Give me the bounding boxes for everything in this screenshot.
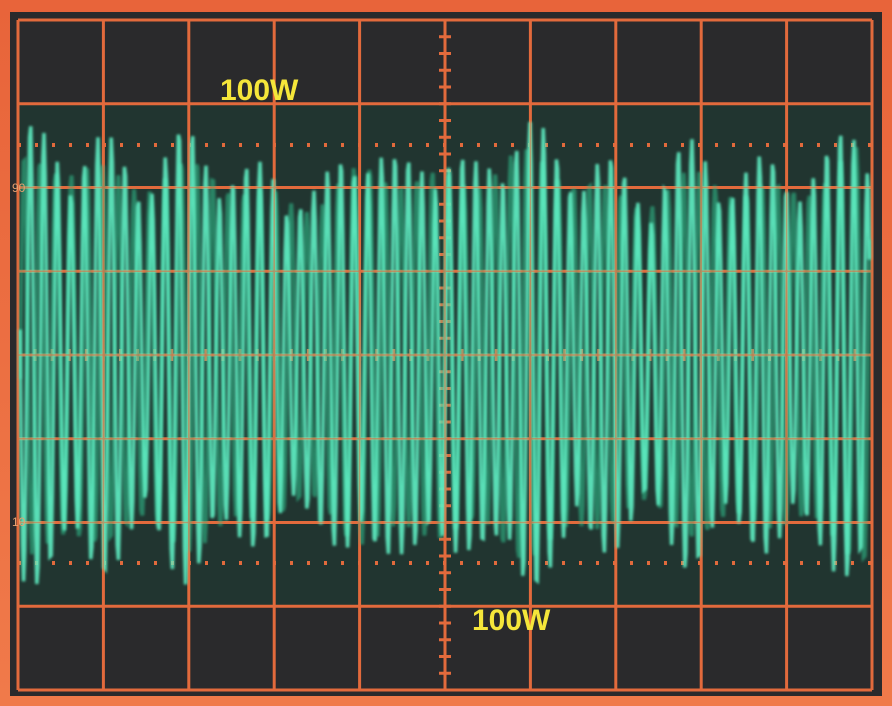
scale-mark: 90 <box>12 181 26 195</box>
top-label: 100W <box>220 74 299 107</box>
bottom-label: 100W <box>472 604 551 637</box>
graticule-overlay <box>17 19 873 691</box>
scale-mark: 10 <box>12 515 26 529</box>
